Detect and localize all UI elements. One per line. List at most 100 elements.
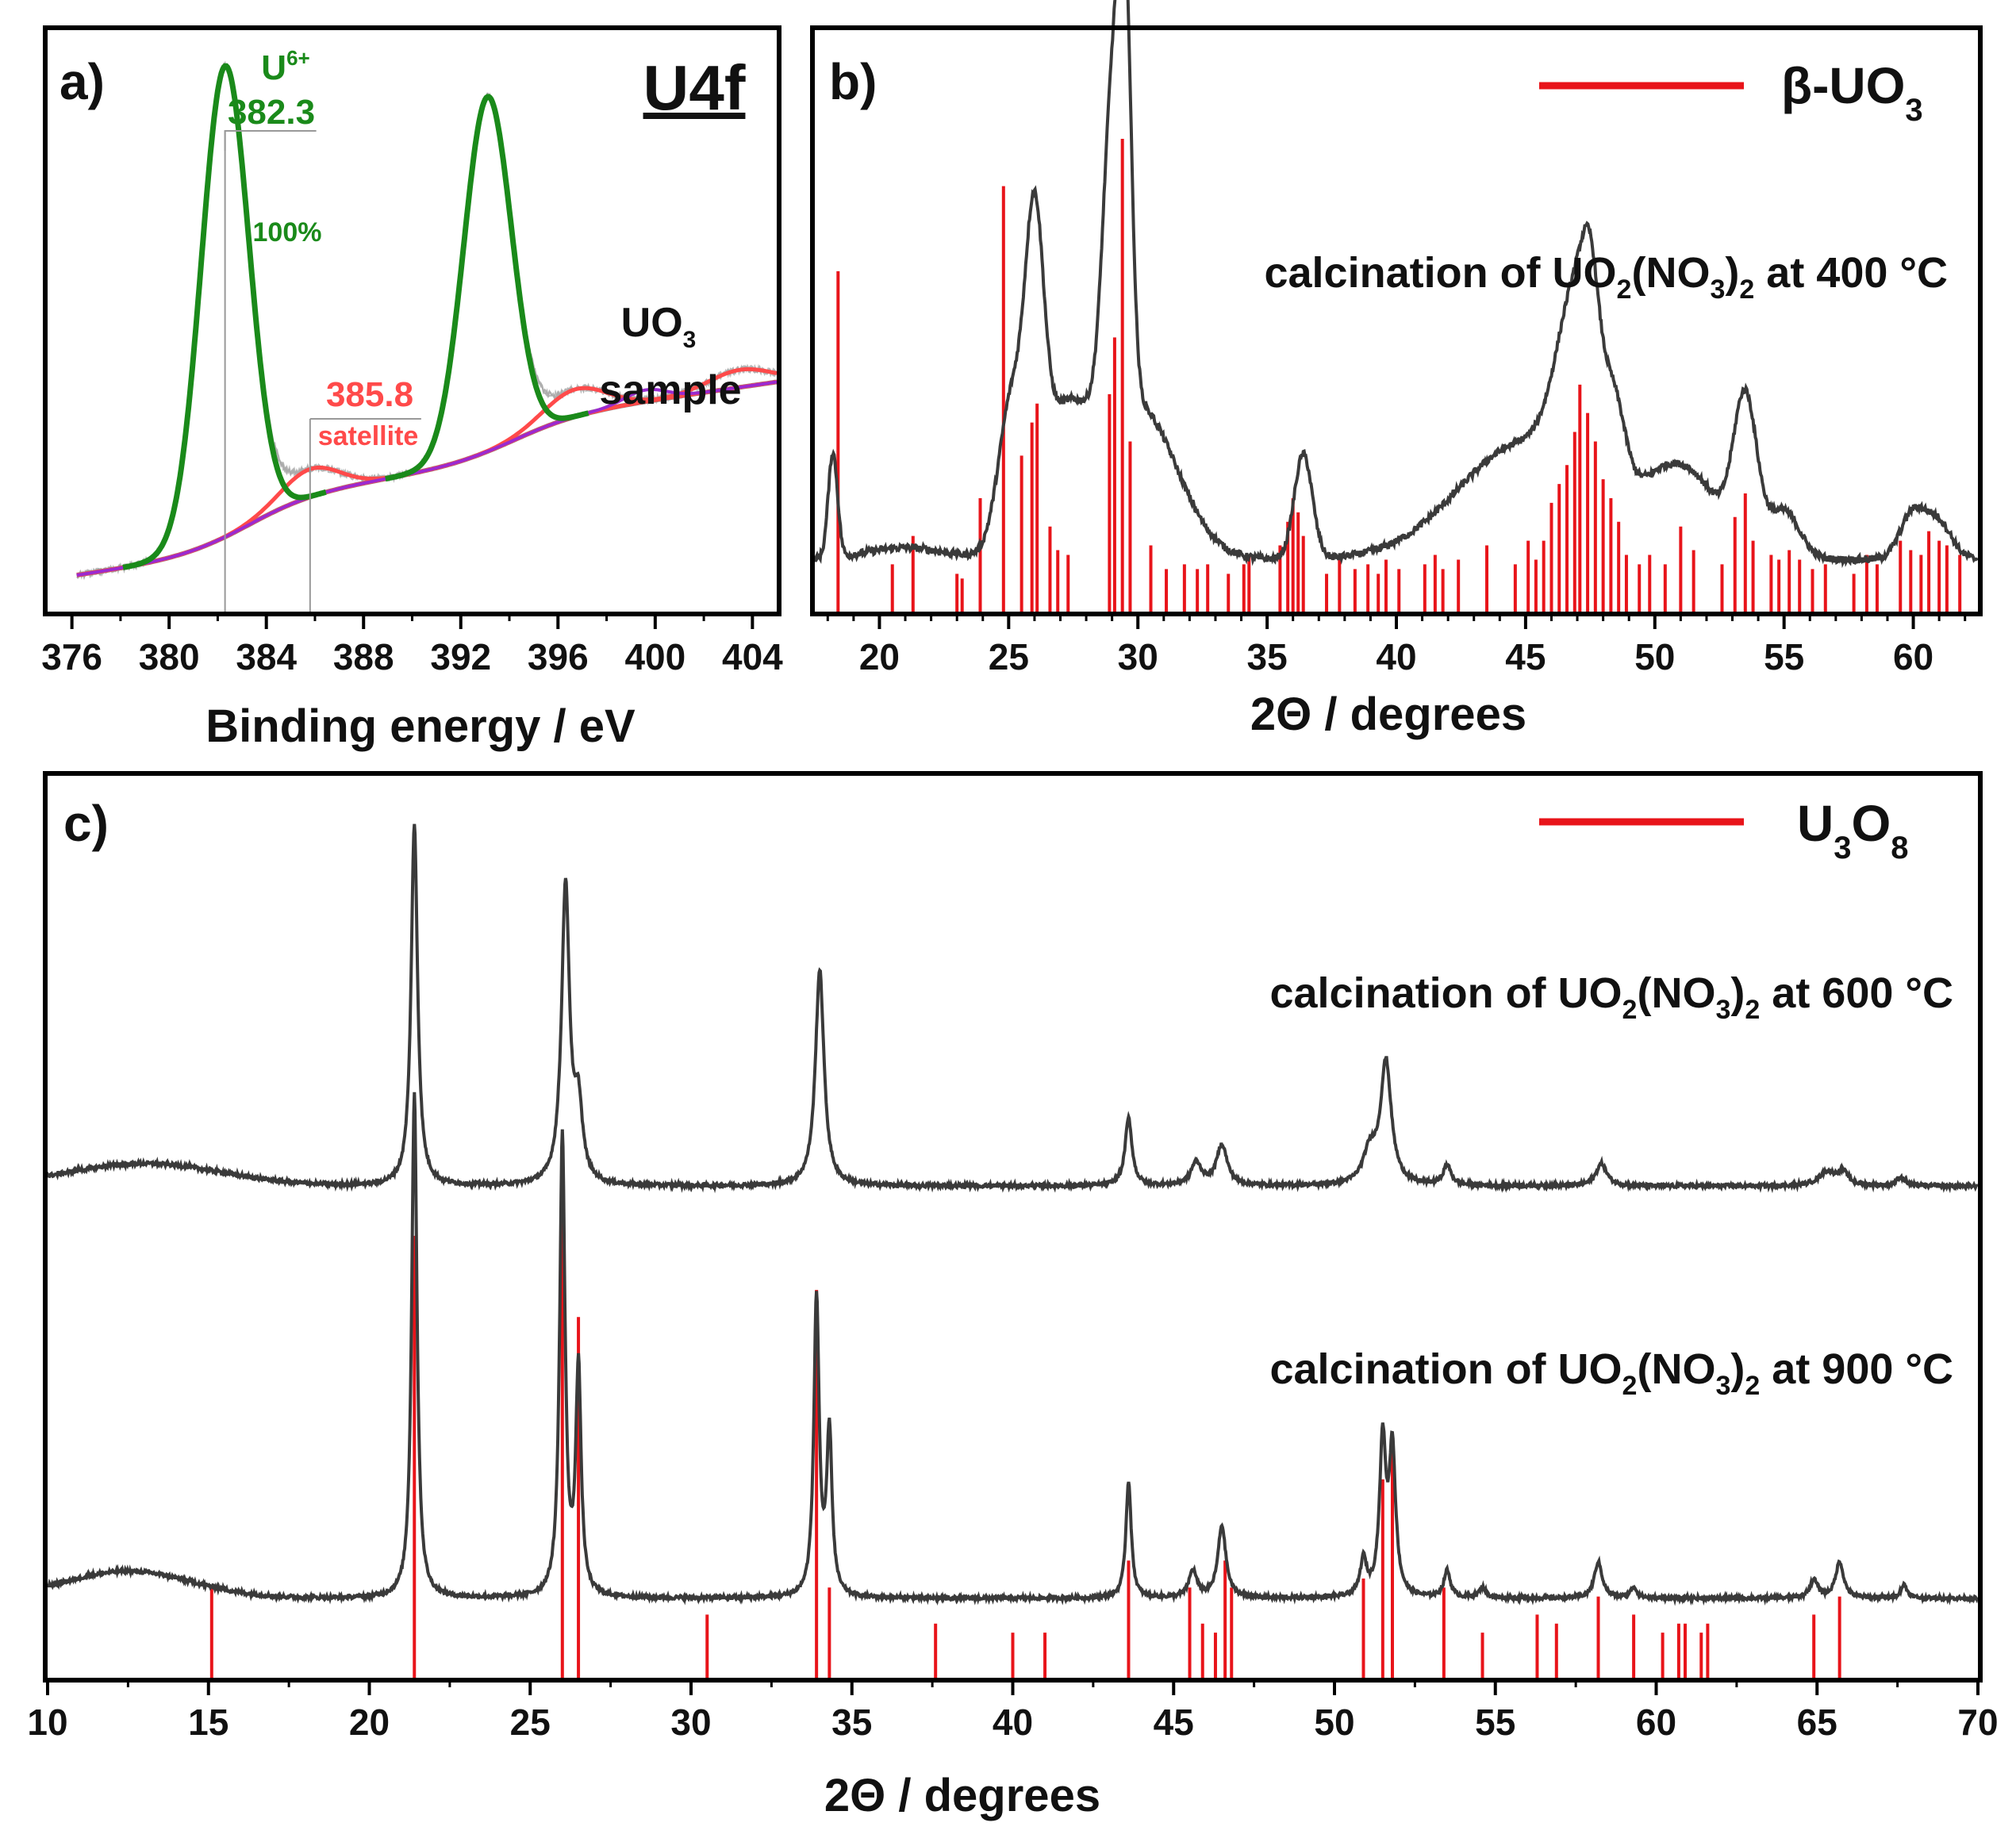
panel-c-tick-label: 60 [1636, 1702, 1676, 1743]
panel-c-tick-label: 65 [1797, 1702, 1837, 1743]
main-peak-species-charge: 6+ [286, 46, 310, 70]
panel-b-plot-area [813, 0, 1979, 569]
panel-c-tick-label: 45 [1154, 1702, 1194, 1743]
c900-end: ) [1730, 1345, 1745, 1393]
panel-c: 10 15 20 25 30 35 40 45 50 55 60 65 70 c) U3O8 calci… [27, 771, 1999, 1821]
panel-b-sample-label: calcination of UO2(NO3)2 at 400 °C [1264, 249, 1948, 305]
panel-a-tick-label: 388 [333, 636, 394, 677]
panel-c-legend-sub2: 8 [1891, 831, 1908, 865]
c600-prefix: calcination of UO [1269, 969, 1622, 1017]
c600-mid: (NO [1637, 969, 1715, 1017]
panel-b-reference-sticks [836, 139, 1962, 612]
panel-a-plot-area [75, 60, 778, 612]
panel-b-tick-label: 20 [859, 636, 900, 677]
panel-b-tick-label: 45 [1505, 636, 1546, 677]
panel-a: 376 380 384 388 392 396 400 404 a) U4f U6+ 382.… [41, 25, 783, 752]
c600-sub3: 2 [1745, 995, 1760, 1025]
satellite-word: satellite [318, 421, 419, 451]
panel-b: 20 25 30 35 40 45 50 55 60 b) β-UO3 calcination … [810, 0, 1983, 740]
c600-suffix: at 600 °C [1760, 969, 1953, 1017]
panel-b-x-axis-label: 2Θ / degrees [1250, 689, 1526, 740]
panel-c-reference-sticks [209, 1154, 1841, 1678]
main-peak-fit [122, 63, 327, 570]
xrd-pattern-400 [813, 0, 1979, 569]
c900-sub3: 2 [1745, 1371, 1760, 1401]
panel-c-tick-label: 70 [1957, 1702, 1998, 1743]
c900-mid: (NO [1637, 1345, 1715, 1393]
panel-b-tick-label: 25 [989, 636, 1029, 677]
xrd-pattern-600 [46, 823, 1979, 1194]
panel-c-tick-label: 55 [1475, 1702, 1515, 1743]
extra-component [76, 380, 778, 577]
b-label-sub1: 2 [1617, 274, 1632, 305]
panel-b-legend-label: β-UO [1781, 57, 1905, 114]
main-peak-bracket [224, 130, 317, 151]
b-label-sub2: 3 [1710, 274, 1725, 305]
panel-c-legend: U3O8 [1797, 795, 1909, 865]
panel-c-label: c) [63, 795, 109, 852]
c600-sub2: 3 [1715, 995, 1730, 1025]
panel-b-tick-label: 55 [1764, 636, 1804, 677]
panel-b-legend: β-UO3 [1781, 57, 1923, 128]
c900-sub1: 2 [1622, 1371, 1638, 1401]
sample-word: sample [599, 367, 741, 413]
c900-suffix: at 900 °C [1760, 1345, 1953, 1393]
panel-a-tick-label: 392 [430, 636, 491, 677]
panel-a-tick-label: 400 [624, 636, 685, 677]
panel-b-x-axis: 20 25 30 35 40 45 50 55 60 [826, 612, 1967, 677]
panel-b-tick-label: 35 [1247, 636, 1288, 677]
c900-prefix: calcination of UO [1269, 1345, 1622, 1393]
panel-a-tick-label: 384 [236, 636, 297, 677]
main-peak-fit [385, 94, 589, 482]
panel-c-tick-label: 15 [188, 1702, 228, 1743]
panel-c-label-900: calcination of UO2(NO3)2 at 900 °C [1269, 1345, 1953, 1401]
panel-a-x-axis-label: Binding energy / eV [205, 700, 636, 752]
panel-c-tick-label: 35 [831, 1702, 872, 1743]
main-peak-species: U6+ [261, 46, 309, 87]
panel-b-tick-label: 30 [1118, 636, 1158, 677]
panel-c-tick-label: 10 [27, 1702, 67, 1743]
panel-c-plot-area [46, 823, 1980, 1606]
panel-c-legend-label: U [1797, 795, 1834, 852]
panel-a-tick-label: 396 [528, 636, 589, 677]
panel-c-label-600: calcination of UO2(NO3)2 at 600 °C [1269, 969, 1953, 1025]
satellite-peak-label: 385.8 [326, 375, 413, 414]
sample-compound-subscript: 3 [683, 327, 697, 353]
b-label-prefix: calcination of UO [1264, 249, 1616, 297]
panel-c-tick-label: 50 [1314, 1702, 1354, 1743]
panel-c-tick-label: 30 [670, 1702, 711, 1743]
c900-sub2: 3 [1715, 1371, 1730, 1401]
panel-b-tick-label: 60 [1893, 636, 1933, 677]
panel-a-label: a) [60, 53, 105, 110]
panel-c-tick-label: 25 [510, 1702, 551, 1743]
xrd-pattern-900 [46, 1092, 1980, 1606]
panel-a-tick-label: 404 [722, 636, 783, 677]
panel-b-label: b) [829, 53, 877, 110]
b-label-sub3: 2 [1739, 274, 1754, 305]
c600-sub1: 2 [1622, 995, 1638, 1025]
panel-c-tick-label: 40 [993, 1702, 1033, 1743]
main-percent-label: 100% [253, 217, 322, 247]
panel-b-tick-label: 40 [1376, 636, 1416, 677]
panel-c-legend-sub1: 3 [1834, 831, 1851, 865]
panel-c-tick-label: 20 [349, 1702, 390, 1743]
sample-compound-formula: UO [621, 300, 683, 346]
panel-a-x-axis: 376 380 384 388 392 396 400 404 [41, 612, 783, 677]
panel-b-tick-label: 50 [1634, 636, 1675, 677]
c600-end: ) [1730, 969, 1745, 1017]
b-label-end: ) [1725, 249, 1739, 297]
panel-c-x-axis: 10 15 20 25 30 35 40 45 50 55 60 65 70 [27, 1678, 1999, 1743]
b-label-mid: (NO [1631, 249, 1710, 297]
b-label-suffix: at 400 °C [1754, 249, 1948, 297]
panel-a-title: U4f [643, 52, 746, 123]
panel-a-tick-label: 380 [139, 636, 200, 677]
panel-c-x-axis-label: 2Θ / degrees [824, 1770, 1100, 1821]
panel-a-tick-label: 376 [41, 636, 102, 677]
main-peak-species-symbol: U [261, 48, 286, 87]
panel-b-legend-subscript: 3 [1905, 93, 1922, 128]
panel-c-legend-mid: O [1851, 795, 1891, 852]
sample-compound: UO3 [621, 300, 697, 353]
main-peak-label: 382.3 [228, 93, 315, 132]
